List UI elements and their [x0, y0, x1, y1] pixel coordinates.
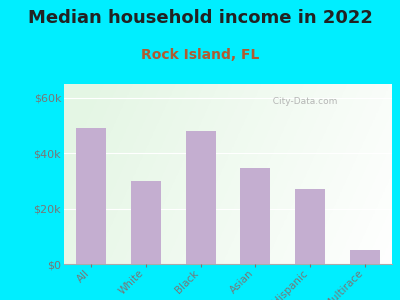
Bar: [76, 128, 106, 264]
Text: Rock Island, FL: Rock Island, FL: [141, 48, 259, 62]
Bar: [240, 169, 270, 264]
Bar: [131, 181, 161, 264]
Text: Median household income in 2022: Median household income in 2022: [28, 9, 372, 27]
Bar: [295, 189, 325, 264]
Text: City-Data.com: City-Data.com: [267, 97, 338, 106]
Bar: [350, 250, 380, 264]
Bar: [186, 131, 216, 264]
